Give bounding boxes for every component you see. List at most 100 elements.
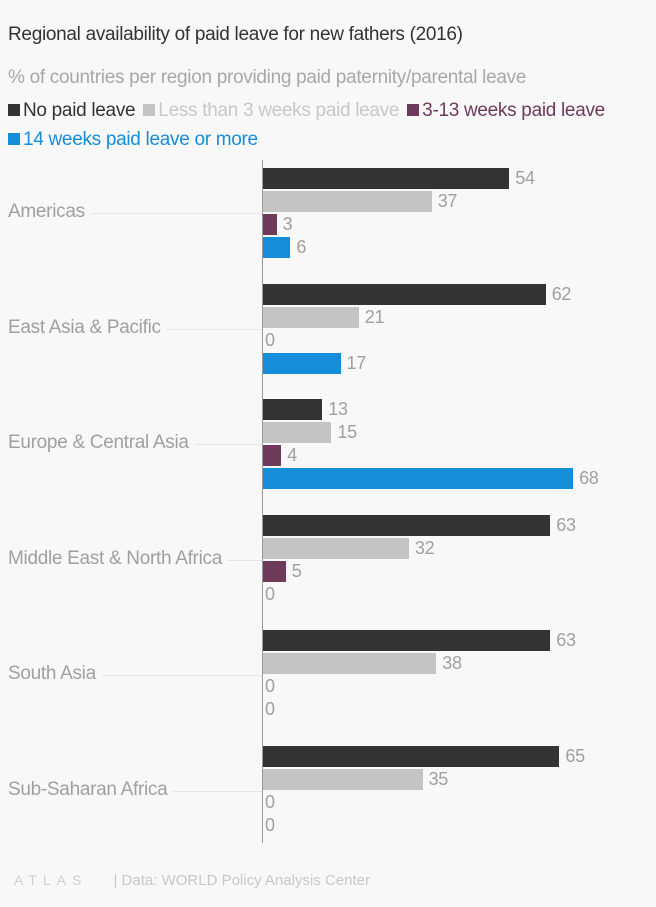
- bar[interactable]: [263, 283, 546, 305]
- bar-value-label: 63: [556, 514, 576, 535]
- bar-value-label: 17: [346, 352, 367, 373]
- bar-chart: Americas 54 37 3 6 East Asia & Pacific 62 21 0 17…: [0, 160, 656, 845]
- legend-swatch-icon: [8, 104, 20, 116]
- category-label: East Asia & Pacific: [8, 316, 167, 339]
- legend-label: No paid leave: [23, 100, 136, 121]
- bar-value-label: 0: [265, 583, 275, 604]
- legend-label: 14 weeks paid leave or more: [23, 129, 258, 150]
- category-label: Europe & Central Asia: [8, 432, 195, 454]
- bar-value-label: 54: [515, 168, 535, 188]
- bar-value-label: 38: [442, 653, 462, 673]
- bar[interactable]: [263, 745, 560, 767]
- bar-row: 0: [263, 815, 275, 836]
- category-group: South Asia 63 38 0 0: [0, 630, 656, 722]
- category-group: Middle East & North Africa 63 32 5 0: [0, 514, 656, 607]
- bar-value-label: 35: [428, 768, 449, 789]
- bar-value-label: 68: [579, 468, 599, 488]
- legend-label: 3-13 weeks paid leave: [422, 100, 605, 121]
- category-leader-line: [8, 675, 262, 676]
- bar-value-label: 0: [265, 699, 275, 719]
- bar-value-label: 15: [337, 422, 357, 442]
- legend-swatch-icon: [407, 104, 420, 116]
- legend-label: Less than 3 weeks paid leave: [158, 100, 400, 121]
- bar[interactable]: [263, 191, 432, 212]
- legend: No paid leave Less than 3 weeks paid leav…: [8, 96, 648, 154]
- chart-title: Regional availability of paid leave for …: [8, 24, 463, 45]
- bar[interactable]: [263, 630, 551, 651]
- bar-value-label: 0: [265, 814, 275, 835]
- y-axis-line: [262, 160, 263, 843]
- bar[interactable]: [263, 768, 423, 790]
- bar-row: 21: [263, 306, 385, 328]
- bar[interactable]: [263, 399, 323, 420]
- category-leader-line: [8, 213, 262, 214]
- bar-row: 0: [263, 699, 275, 720]
- bar-value-label: 6: [296, 237, 307, 257]
- category-label: South Asia: [8, 663, 102, 685]
- legend-item[interactable]: 14 weeks paid leave or more: [8, 125, 258, 154]
- category-label: Middle East & North Africa: [8, 547, 228, 570]
- bar-row: 0: [263, 584, 275, 605]
- bar-row: 0: [263, 330, 275, 351]
- bar-value-label: 0: [265, 676, 275, 696]
- bar-row: 4: [263, 445, 297, 466]
- bar-row: 32: [263, 537, 435, 559]
- legend-swatch-icon: [8, 133, 20, 145]
- bar-row: 15: [263, 422, 357, 443]
- category-group: East Asia & Pacific 62 21 0 17: [0, 283, 656, 376]
- category-label: Sub-Saharan Africa: [8, 778, 174, 801]
- bar-value-label: 0: [265, 329, 275, 350]
- legend-item[interactable]: 3-13 weeks paid leave: [407, 96, 605, 125]
- bar-value-label: 0: [265, 791, 275, 812]
- bar-row: 5: [263, 560, 302, 582]
- bar-row: 65: [263, 745, 585, 767]
- bar[interactable]: [263, 468, 574, 489]
- bar[interactable]: [263, 306, 359, 328]
- legend-item[interactable]: No paid leave: [8, 96, 136, 125]
- bar-value-label: 63: [556, 630, 576, 650]
- bar-row: 63: [263, 630, 576, 651]
- bar-row: 0: [263, 676, 275, 697]
- bar-value-label: 21: [364, 306, 385, 327]
- footer: ATLAS | Data: WORLD Policy Analysis Cent…: [14, 872, 370, 889]
- category-group: Europe & Central Asia 13 15 4 68: [0, 399, 656, 491]
- bar-value-label: 4: [287, 445, 297, 465]
- bar-row: 3: [263, 214, 293, 235]
- bar-value-label: 65: [565, 745, 585, 766]
- data-source: | Data: WORLD Policy Analysis Center: [113, 872, 370, 889]
- bar[interactable]: [263, 445, 282, 466]
- legend-swatch-icon: [143, 104, 156, 116]
- bar[interactable]: [263, 168, 510, 189]
- bar-row: 37: [263, 191, 457, 212]
- bar[interactable]: [263, 214, 277, 235]
- bar-row: 0: [263, 792, 275, 813]
- bar-row: 17: [263, 352, 367, 374]
- bar-row: 54: [263, 168, 535, 189]
- bar-value-label: 3: [282, 214, 293, 234]
- legend-item[interactable]: Less than 3 weeks paid leave: [143, 96, 399, 125]
- bar-value-label: 32: [414, 537, 435, 558]
- bar-row: 13: [263, 399, 348, 420]
- bar-row: 35: [263, 768, 449, 790]
- atlas-logo[interactable]: ATLAS: [14, 872, 88, 888]
- bar[interactable]: [263, 422, 332, 443]
- bar[interactable]: [263, 352, 341, 374]
- bar[interactable]: [263, 514, 551, 536]
- bar-row: 63: [263, 514, 576, 536]
- bar-row: 68: [263, 468, 599, 489]
- category-group: Sub-Saharan Africa 65 35 0 0: [0, 745, 656, 838]
- bar[interactable]: [263, 537, 409, 559]
- bar-row: 6: [263, 237, 306, 258]
- bar-value-label: 13: [328, 399, 348, 419]
- category-label: Americas: [8, 201, 91, 223]
- category-group: Americas 54 37 3 6: [0, 168, 656, 260]
- bar-value-label: 5: [291, 560, 302, 581]
- bar[interactable]: [263, 653, 437, 674]
- bar-value-label: 37: [437, 191, 458, 211]
- bar-row: 62: [263, 283, 572, 305]
- bar[interactable]: [263, 560, 286, 582]
- chart-subtitle: % of countries per region providing paid…: [8, 67, 527, 88]
- bar-value-label: 62: [551, 283, 572, 304]
- bar-row: 38: [263, 653, 462, 674]
- bar[interactable]: [263, 237, 291, 258]
